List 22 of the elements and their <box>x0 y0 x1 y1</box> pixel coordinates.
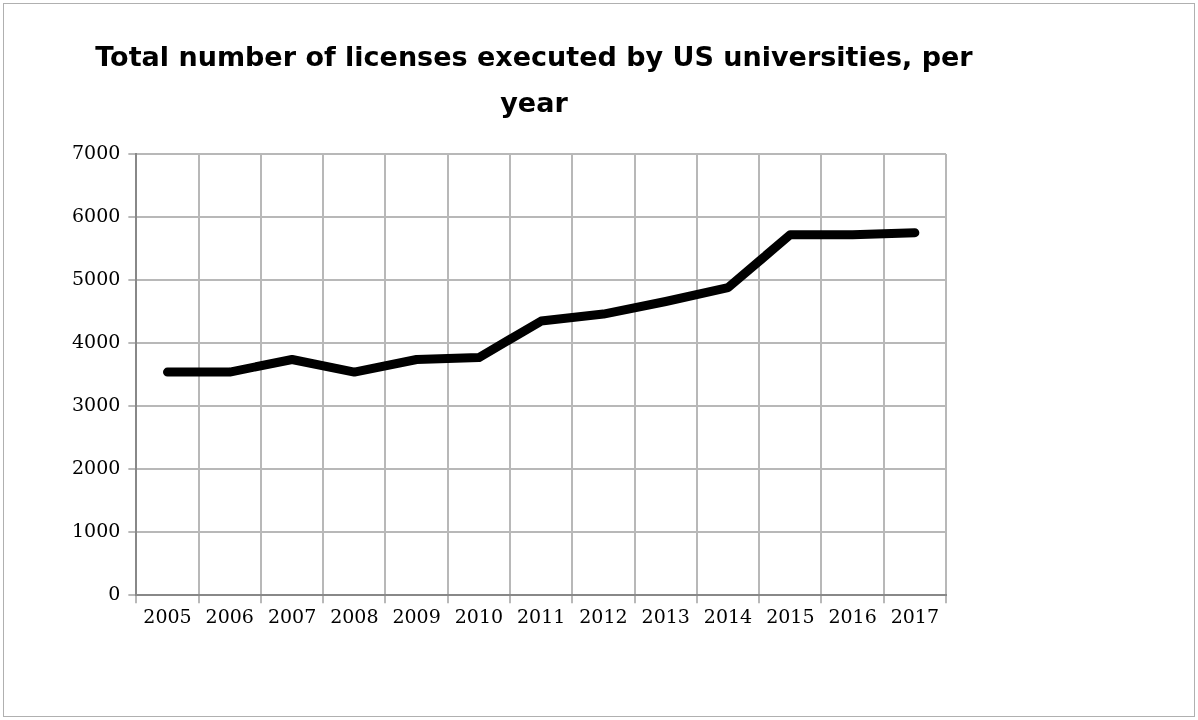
y-tick-label: 2000 <box>71 456 121 479</box>
x-tick-label: 2008 <box>330 604 379 627</box>
x-tick-label: 2006 <box>205 604 254 627</box>
y-tick-label: 4000 <box>71 330 121 353</box>
y-tick-label: 7000 <box>71 140 121 163</box>
x-tick-label: 2010 <box>454 604 504 627</box>
y-tick-label: 6000 <box>71 203 121 226</box>
y-tick-label: 5000 <box>71 266 121 289</box>
x-tick-label: 2012 <box>579 604 628 627</box>
x-tick-label: 2015 <box>766 604 815 627</box>
x-tick-label: 2017 <box>890 604 940 627</box>
x-tick-label: 2016 <box>828 604 877 627</box>
x-tick-label: 2007 <box>267 604 317 627</box>
x-tick-label: 2011 <box>517 604 566 627</box>
y-tick-label: 0 <box>108 582 121 605</box>
x-tick-label: 2013 <box>641 604 690 627</box>
x-tick-label: 2014 <box>703 604 753 627</box>
y-tick-label: 1000 <box>71 519 121 542</box>
x-tick-label: 2005 <box>143 604 192 627</box>
chart-title: Total number of licenses executed by US universities, per year <box>94 40 974 120</box>
x-tick-label: 2009 <box>392 604 441 627</box>
y-tick-label: 3000 <box>71 393 121 416</box>
